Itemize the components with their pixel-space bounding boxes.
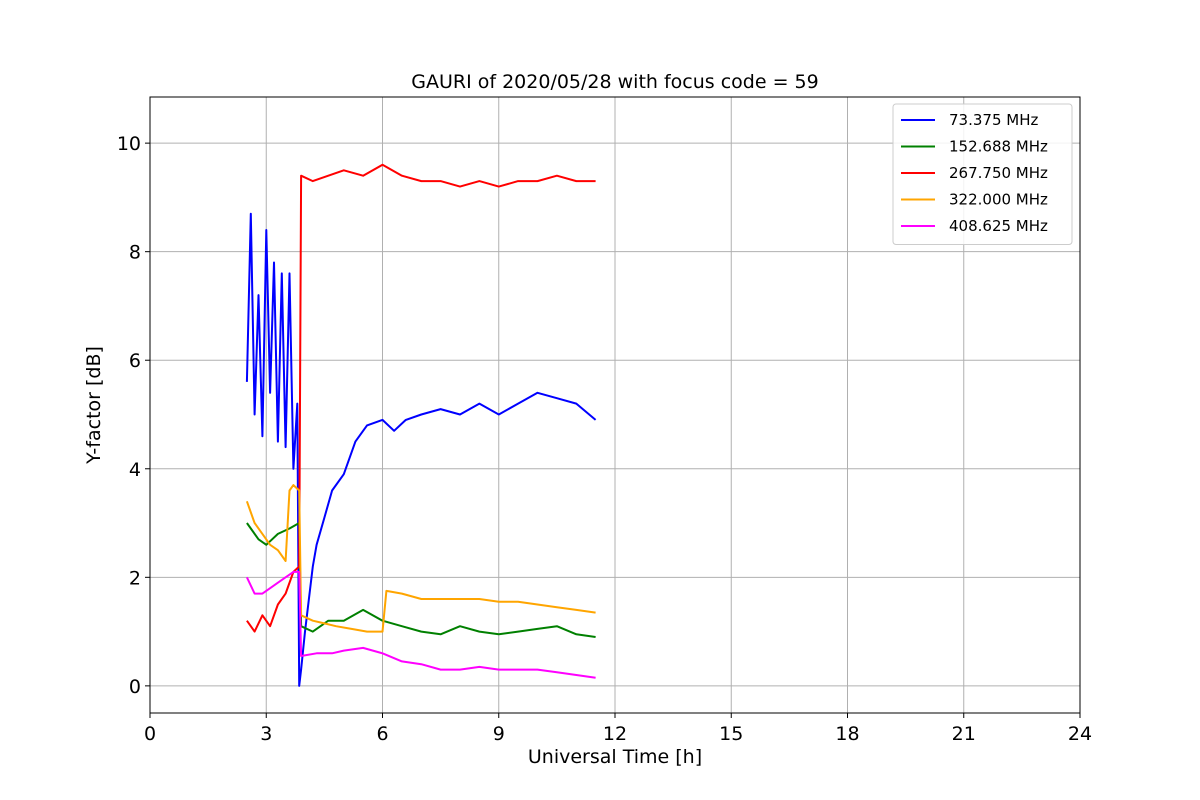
y-axis-label: Y-factor [dB]: [83, 346, 105, 465]
series-line-3: [245, 484, 596, 633]
legend: 73.375 MHz 152.688 MHz 267.750 MHz 322.000 …: [892, 103, 1073, 245]
series-line-2: [246, 163, 596, 633]
legend-label: 322.000 MHz: [949, 191, 1048, 209]
legend-label: 408.625 MHz: [949, 217, 1048, 235]
series-line-0: [245, 212, 597, 687]
chart-title: GAURI of 2020/05/28 with focus code = 59: [411, 71, 818, 93]
series-group: [245, 163, 597, 687]
x-tick-label: 6: [376, 723, 388, 745]
legend-label: 267.750 MHz: [949, 164, 1048, 182]
x-tick-label: 9: [493, 723, 505, 745]
x-tick-label: 3: [260, 723, 272, 745]
x-tick-label: 24: [1068, 723, 1092, 745]
y-tick-label: 4: [129, 459, 141, 481]
x-tick-label: 12: [603, 723, 627, 745]
x-tick-label: 15: [719, 723, 743, 745]
legend-label: 152.688 MHz: [949, 138, 1048, 156]
y-tick-label: 6: [129, 350, 141, 372]
x-tick-label: 18: [835, 723, 859, 745]
series-line-1: [246, 522, 596, 638]
y-tick-label: 10: [117, 133, 141, 155]
legend-box: [892, 103, 1073, 245]
legend-label: 73.375 MHz: [949, 111, 1038, 129]
x-tick-label: 0: [144, 723, 156, 745]
x-tick-label: 21: [952, 723, 976, 745]
y-tick-label: 8: [129, 242, 141, 264]
series-line-4: [245, 570, 596, 679]
y-tick-label: 0: [129, 676, 141, 698]
x-axis-label: Universal Time [h]: [528, 746, 702, 768]
y-tick-label: 2: [129, 567, 141, 589]
